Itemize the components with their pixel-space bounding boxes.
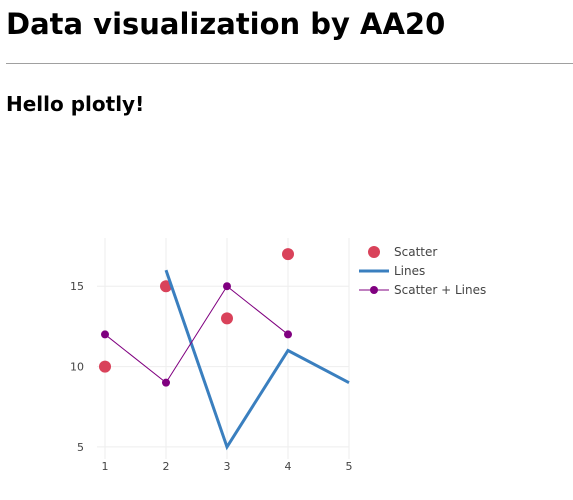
data-point[interactable]: [162, 378, 170, 387]
legend-marker-swatch: [368, 246, 380, 258]
y-tick-label: 15: [70, 280, 84, 293]
legend-item[interactable]: Scatter + Lines: [359, 283, 486, 297]
x-tick-label: 4: [285, 460, 292, 473]
series-layer: [99, 248, 350, 451]
y-tick-label: 5: [77, 441, 84, 454]
chart-legend[interactable]: Scatter Lines Scatter + Lines: [359, 245, 486, 297]
legend-label: Scatter: [394, 245, 437, 259]
grid-layer: [97, 238, 350, 459]
legend-label: Scatter + Lines: [394, 283, 486, 297]
legend-item[interactable]: Lines: [359, 264, 425, 278]
x-tick-label: 5: [346, 460, 353, 473]
y-tick-label: 10: [70, 361, 84, 374]
data-point[interactable]: [223, 282, 231, 291]
series-line-1[interactable]: [164, 269, 350, 451]
data-point[interactable]: [282, 248, 294, 261]
title-divider: [6, 63, 573, 64]
legend-item[interactable]: Scatter: [368, 245, 437, 259]
section-heading: Hello plotly!: [6, 92, 145, 116]
series-line-2[interactable]: [104, 285, 289, 384]
tick-layer: 1 2 3 4 5 5 10 15: [70, 280, 353, 473]
x-tick-label: 2: [163, 460, 170, 473]
page-title: Data visualization by AA20: [6, 7, 446, 41]
data-point[interactable]: [101, 330, 109, 339]
legend-label: Lines: [394, 264, 425, 278]
x-tick-label: 3: [224, 460, 231, 473]
x-tick-label: 1: [102, 460, 109, 473]
data-point[interactable]: [99, 360, 111, 373]
legend-marker-swatch: [370, 286, 378, 294]
data-point[interactable]: [284, 330, 292, 339]
data-point[interactable]: [221, 312, 233, 325]
